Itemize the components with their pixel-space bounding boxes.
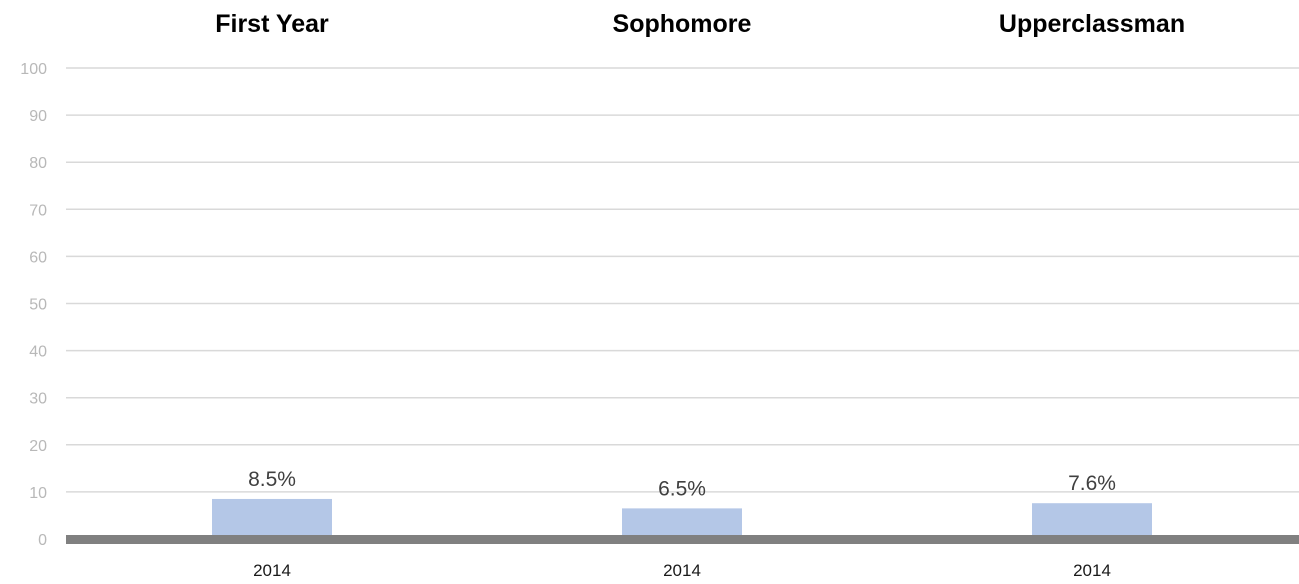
x-tick-label: 2014	[1073, 561, 1111, 580]
bar	[1032, 503, 1152, 539]
bar	[212, 498, 332, 539]
x-axis-baseline	[66, 535, 1299, 544]
group-title-upperclassman: Upperclassman	[999, 10, 1185, 38]
data-label: 8.5%	[248, 468, 296, 491]
y-tick-label: 90	[29, 108, 47, 125]
y-axis: 0 10 20 30 40 50 60 70 80 90 100	[20, 61, 47, 549]
x-tick-label: 2014	[253, 561, 291, 580]
gridlines	[66, 67, 1299, 493]
y-tick-label: 40	[29, 344, 47, 361]
y-tick-label: 30	[29, 391, 47, 408]
y-tick-label: 50	[29, 297, 47, 314]
group-title-sophomore: Sophomore	[613, 10, 752, 38]
y-tick-label: 10	[29, 485, 47, 502]
bar	[622, 508, 742, 539]
y-tick-label: 20	[29, 438, 47, 455]
y-tick-label: 100	[20, 61, 47, 78]
data-label: 6.5%	[658, 477, 706, 500]
y-tick-label: 70	[29, 202, 47, 219]
x-tick-label: 2014	[663, 561, 701, 580]
data-label: 7.6%	[1068, 472, 1116, 495]
group-title-first-year: First Year	[215, 10, 329, 38]
y-tick-label: 60	[29, 249, 47, 266]
bars: 8.5% 6.5% 7.6%	[212, 468, 1152, 539]
group-titles: First Year Sophomore Upperclassman	[215, 10, 1185, 38]
y-tick-label: 0	[38, 532, 47, 549]
x-axis: 2014 2014 2014	[253, 561, 1111, 580]
y-tick-label: 80	[29, 155, 47, 172]
